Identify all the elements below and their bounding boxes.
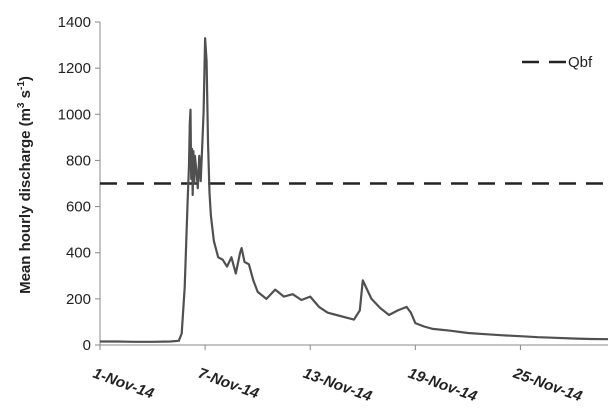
y-axis-title: Mean hourly discharge (m3 s-1) (16, 76, 34, 294)
y-tick-label: 800 (66, 152, 91, 169)
x-tick-label: 19-Nov-14 (406, 365, 480, 406)
y-tick-label: 1200 (58, 60, 91, 77)
y-tick-label: 0 (83, 337, 91, 354)
x-tick-label: 25-Nov-14 (510, 364, 585, 405)
y-tick-label: 400 (66, 245, 91, 262)
y-axis-title-mid: s (17, 90, 34, 103)
y-tick-label: 1000 (58, 106, 91, 123)
y-axis-title-main: Mean hourly discharge (m (17, 108, 34, 294)
y-axis-title-sup2: -1 (16, 81, 27, 90)
legend: Qbf (522, 54, 593, 71)
y-axis-title-sup1: 3 (16, 102, 27, 108)
x-axis-ticks: 1-Nov-14 7-Nov-14 13-Nov-14 19-Nov-14 25-Nov… (91, 345, 585, 406)
y-axis-ticks: 0 200 400 600 800 1000 1200 1400 (58, 14, 100, 354)
y-tick-label: 200 (66, 291, 91, 308)
x-tick-label: 1-Nov-14 (91, 365, 157, 403)
y-tick-label: 600 (66, 199, 91, 216)
legend-qbf-label: Qbf (568, 54, 593, 71)
x-tick-label: 13-Nov-14 (301, 365, 375, 406)
discharge-series-line (100, 37, 608, 343)
x-tick-label: 7-Nov-14 (196, 365, 262, 403)
y-axis-title-end: ) (17, 76, 34, 81)
y-tick-label: 1400 (58, 14, 91, 31)
